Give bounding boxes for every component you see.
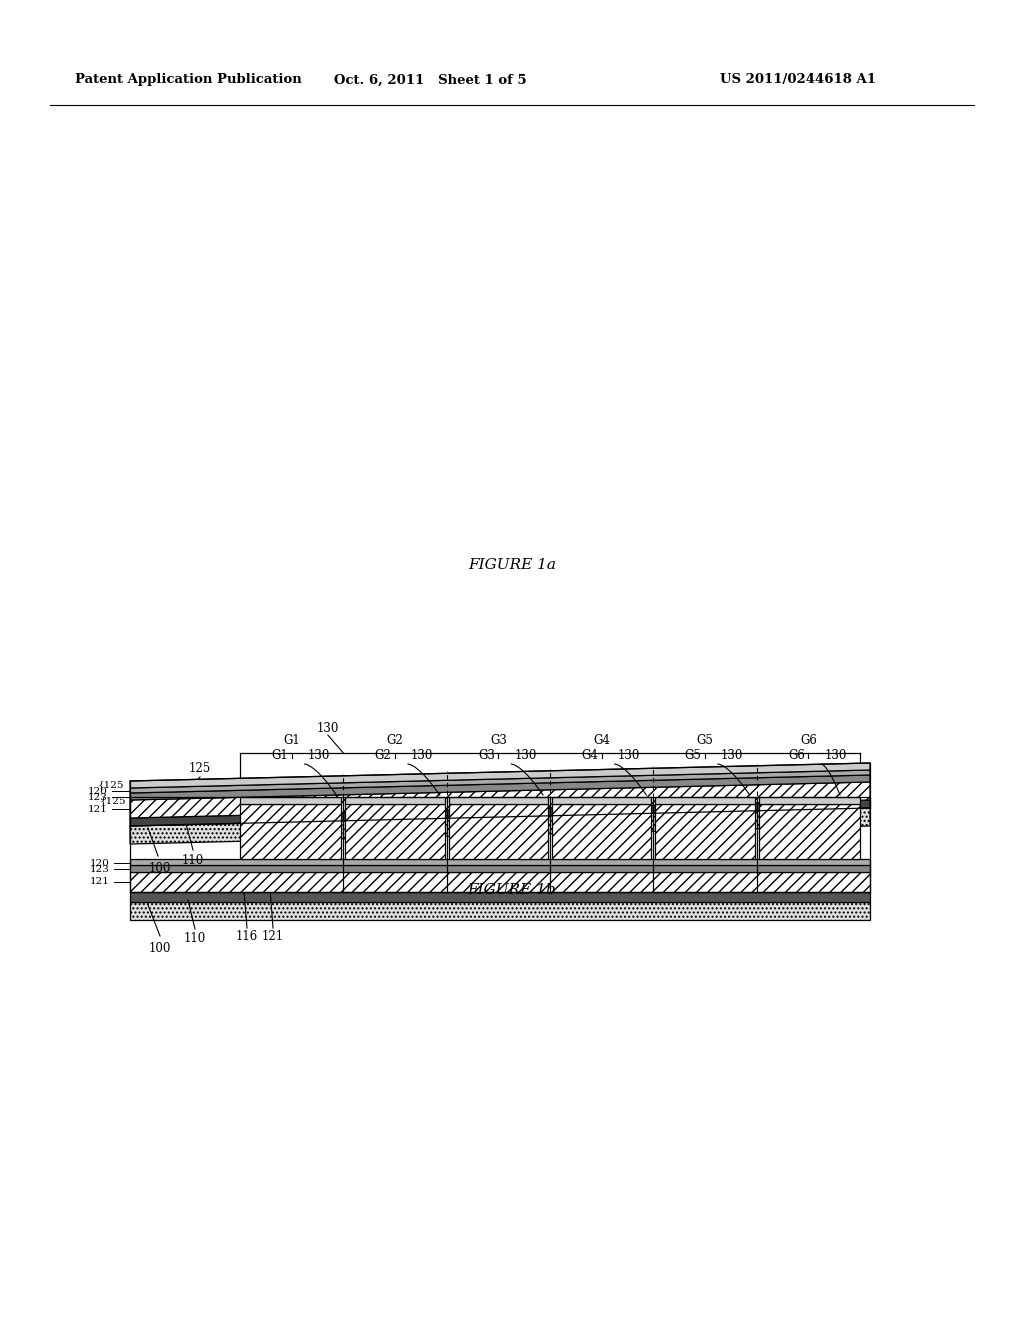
Polygon shape: [240, 804, 341, 859]
Polygon shape: [130, 775, 870, 800]
Polygon shape: [130, 873, 870, 892]
Text: 130: 130: [721, 748, 743, 762]
Text: G6: G6: [787, 748, 805, 762]
Text: 100: 100: [148, 862, 171, 875]
Text: G5: G5: [685, 748, 701, 762]
Polygon shape: [130, 865, 870, 873]
Polygon shape: [130, 902, 870, 920]
Polygon shape: [655, 804, 755, 859]
Text: 123: 123: [90, 865, 110, 874]
Text: G3: G3: [489, 734, 507, 747]
Polygon shape: [130, 770, 870, 793]
Polygon shape: [759, 797, 860, 804]
Polygon shape: [759, 804, 860, 859]
Polygon shape: [552, 797, 651, 804]
Text: 121: 121: [262, 931, 284, 942]
Text: 121: 121: [90, 878, 110, 887]
Text: G2: G2: [387, 734, 403, 747]
Text: Oct. 6, 2011   Sheet 1 of 5: Oct. 6, 2011 Sheet 1 of 5: [334, 74, 526, 87]
Text: 130: 130: [307, 748, 330, 762]
Polygon shape: [130, 763, 870, 788]
Text: G3: G3: [478, 748, 495, 762]
Bar: [130, 797, 870, 892]
Text: 125: 125: [188, 762, 211, 775]
Text: G1: G1: [284, 734, 300, 747]
Polygon shape: [449, 804, 548, 859]
Polygon shape: [130, 892, 870, 902]
Polygon shape: [240, 797, 341, 804]
Text: 130: 130: [411, 748, 433, 762]
Polygon shape: [130, 859, 870, 865]
Text: 110: 110: [182, 854, 204, 867]
Text: 120: 120: [90, 858, 110, 867]
Polygon shape: [345, 797, 444, 804]
Text: 121: 121: [88, 804, 108, 813]
Text: 123: 123: [88, 792, 108, 801]
Polygon shape: [345, 804, 444, 859]
Polygon shape: [130, 808, 870, 843]
Text: {125: {125: [97, 780, 124, 789]
Text: G1: G1: [271, 748, 288, 762]
Text: Patent Application Publication: Patent Application Publication: [75, 74, 302, 87]
Text: 100: 100: [148, 942, 171, 954]
Text: FIGURE 1a: FIGURE 1a: [468, 558, 556, 572]
Text: {125: {125: [99, 796, 126, 805]
Text: 130: 130: [617, 748, 640, 762]
Text: 120: 120: [88, 787, 108, 796]
Text: 116: 116: [236, 931, 258, 942]
Polygon shape: [655, 797, 755, 804]
Polygon shape: [552, 804, 651, 859]
Polygon shape: [130, 781, 870, 818]
Text: G5: G5: [696, 734, 714, 747]
Text: 130: 130: [514, 748, 537, 762]
Text: G4: G4: [582, 748, 598, 762]
Text: G4: G4: [593, 734, 610, 747]
Text: G6: G6: [800, 734, 817, 747]
Text: US 2011/0244618 A1: US 2011/0244618 A1: [720, 74, 876, 87]
Text: G2: G2: [375, 748, 391, 762]
Polygon shape: [130, 800, 870, 826]
Text: 130: 130: [824, 748, 847, 762]
Text: 130: 130: [316, 722, 339, 735]
Polygon shape: [449, 797, 548, 804]
Text: 110: 110: [184, 932, 206, 945]
Text: FIGURE 1b: FIGURE 1b: [468, 883, 556, 898]
